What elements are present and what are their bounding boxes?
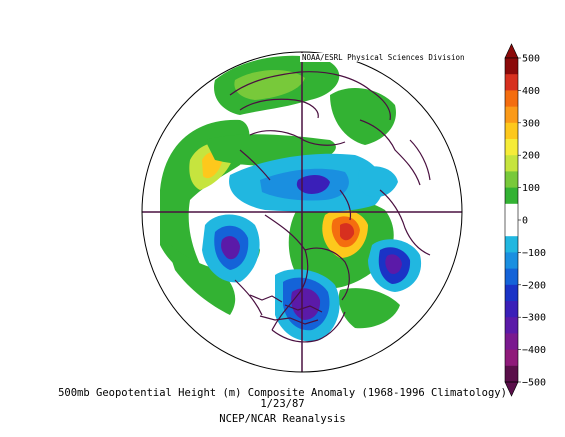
colorbar-swatch <box>505 90 518 107</box>
map-source: NCEP/NCAR Reanalysis <box>219 413 346 425</box>
globe-outline <box>141 51 463 373</box>
anomaly-negative-pacific-core <box>221 236 240 260</box>
colorbar-swatch <box>505 333 518 350</box>
map-field <box>142 52 462 372</box>
colorbar-swatch <box>505 252 518 269</box>
anomaly-positive-siberia-inner <box>234 69 305 100</box>
anomaly-positive-south-band <box>338 288 400 329</box>
colorbar-swatch <box>505 365 518 383</box>
colorbar-swatch <box>505 155 518 172</box>
colorbar-swatch <box>505 122 518 140</box>
colorbar: 500 400 300 200 100 0 −100 −200 −300 −400 −500 <box>504 43 546 397</box>
colorbar-tick-label: 100 <box>522 183 540 194</box>
map-credit-label: NOAA/ESRL Physical Sciences Division <box>300 53 467 62</box>
colorbar-tick-label: −200 <box>522 280 546 291</box>
anomaly-negative-atlantic-core <box>385 254 402 274</box>
map-title: 500mb Geopotential Height (m) Composite … <box>58 387 507 399</box>
colorbar-top-arrow <box>504 43 519 59</box>
anomaly-negative-siberia <box>358 166 398 198</box>
map-date: 1/23/87 <box>260 398 305 410</box>
colorbar-swatch <box>505 236 518 253</box>
colorbar-swatch <box>505 187 518 205</box>
colorbar-swatch <box>505 58 518 75</box>
colorbar-swatch <box>505 317 518 334</box>
anomaly-negative-north-america-core <box>291 288 321 320</box>
colorbar-swatch <box>505 203 518 221</box>
colorbar-swatch <box>505 349 518 367</box>
colorbar-tick-label: 300 <box>522 118 540 129</box>
colorbar-swatch <box>505 106 518 124</box>
colorbar-tick-label: −400 <box>522 345 546 356</box>
colorbar-swatch <box>505 74 518 91</box>
colorbar-tick-label: 400 <box>522 86 540 97</box>
colorbar-swatch <box>505 268 518 286</box>
colorbar-swatch <box>505 171 518 188</box>
colorbar-tick-label: 200 <box>522 151 540 162</box>
anomaly-positive-atlantic-red <box>340 223 355 241</box>
colorbar-tick-label: −300 <box>522 313 546 324</box>
colorbar-tick-label: −500 <box>522 378 546 389</box>
colorbar-swatch <box>505 139 518 156</box>
colorbar-tick-label: 0 <box>522 216 528 227</box>
colorbar-tick-label: −100 <box>522 248 546 259</box>
colorbar-swatch <box>505 301 518 318</box>
colorbar-tick-label: 500 <box>522 54 540 65</box>
anomaly-positive-west-pacific <box>165 240 236 315</box>
coastlines <box>229 71 431 343</box>
colorbar-swatch <box>505 220 518 237</box>
anomaly-negative-arctic-core <box>296 174 330 194</box>
colorbar-swatch <box>505 284 518 302</box>
